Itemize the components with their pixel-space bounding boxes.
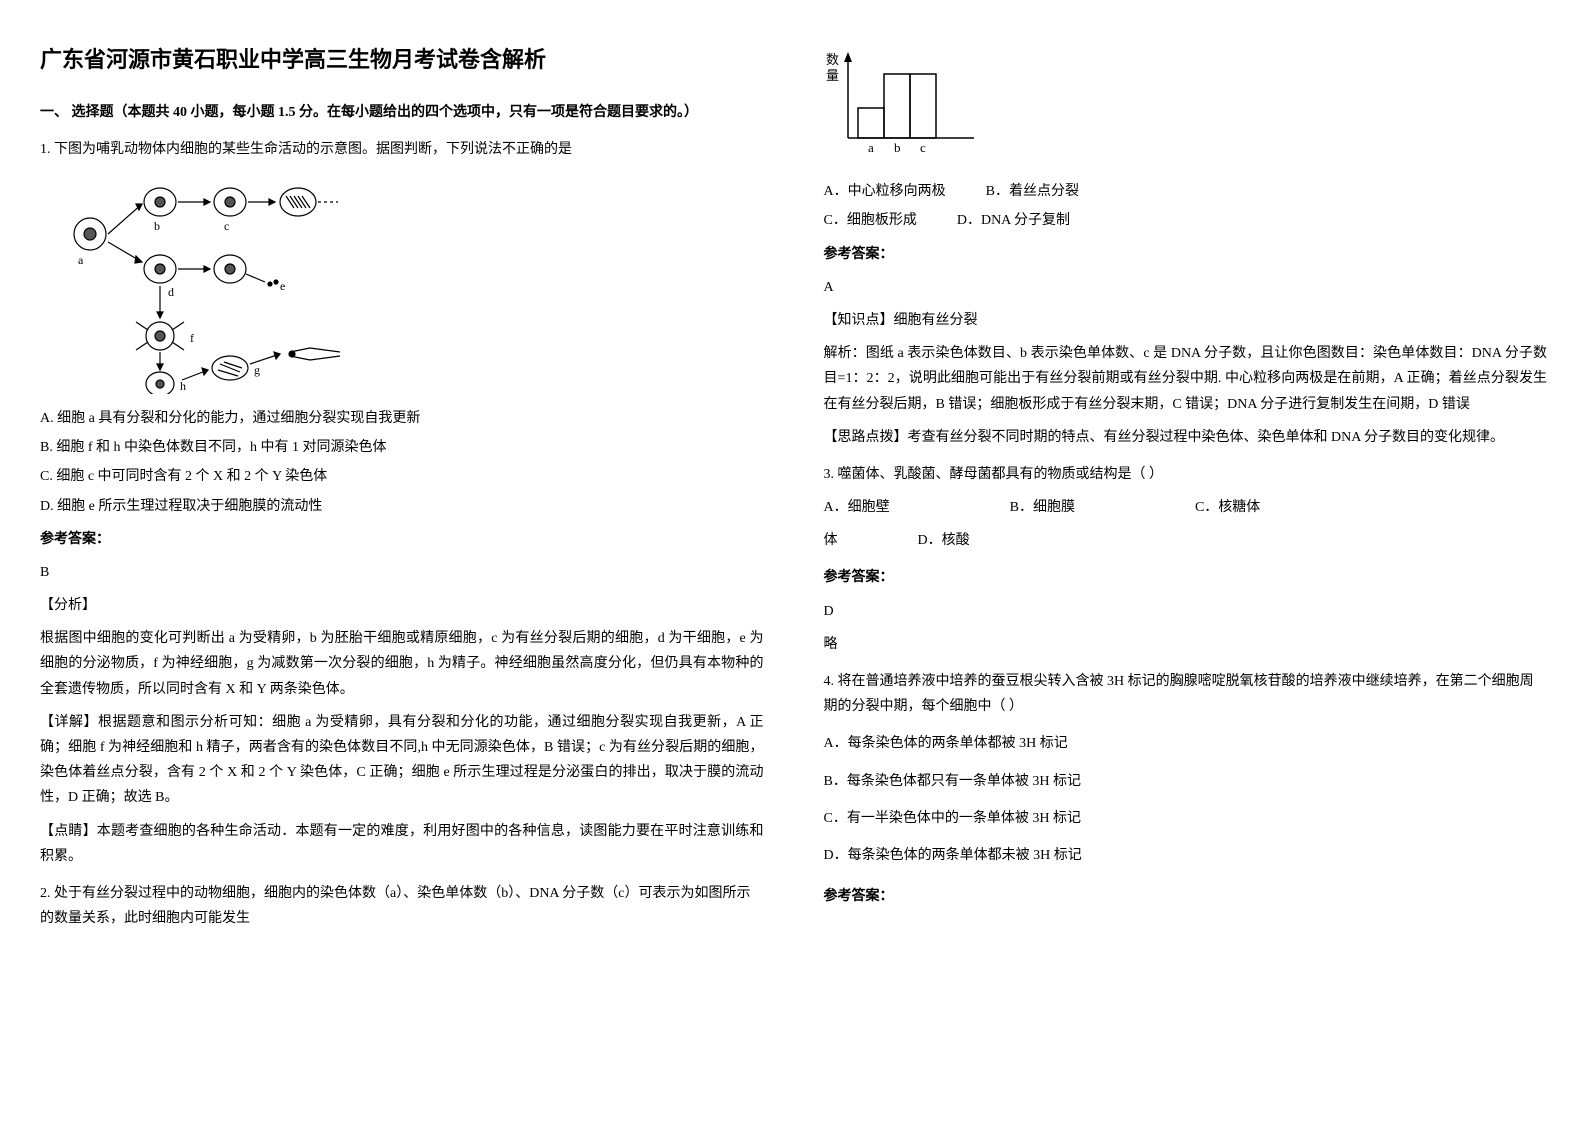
q3-option-a: A．细胞壁 <box>824 495 890 520</box>
cell-diagram-icon: a b c <box>60 174 360 394</box>
left-column: 广东省河源市黄石职业中学高三生物月考试卷含解析 一、 选择题（本题共 40 小题… <box>40 40 764 939</box>
q2-tips: 【思路点拨】考查有丝分裂不同时期的特点、有丝分裂过程中染色体、染色单体和 DNA… <box>824 425 1548 450</box>
q1-analysis: 根据图中细胞的变化可判断出 a 为受精卵，b 为胚胎干细胞或精原细胞，c 为有丝… <box>40 626 764 702</box>
chart-x-b: b <box>894 140 901 155</box>
q3-answer-label: 参考答案： <box>824 565 1548 590</box>
q3-stem: 3. 噬菌体、乳酸菌、酵母菌都具有的物质或结构是（ ） <box>824 462 1548 487</box>
q4-stem: 4. 将在普通培养液中培养的蚕豆根尖转入含被 3H 标记的胸腺嘧啶脱氧核苷酸的培… <box>824 669 1548 719</box>
section-header: 一、 选择题（本题共 40 小题，每小题 1.5 分。在每小题给出的四个选项中，… <box>40 100 764 125</box>
q1-comment: 【点睛】本题考查细胞的各种生命活动．本题有一定的难度，利用好图中的各种信息，读图… <box>40 819 764 869</box>
q3-option-b: B．细胞膜 <box>1010 495 1075 520</box>
q2-option-c: C．细胞板形成 <box>824 208 917 233</box>
svg-text:e: e <box>280 279 285 293</box>
q4-option-a: A．每条染色体的两条单体都被 3H 标记 <box>824 731 1548 756</box>
q4-option-c: C．有一半染色体中的一条单体被 3H 标记 <box>824 806 1548 831</box>
q3-option-d: D．核酸 <box>918 528 970 553</box>
q3-options-row-2: 体 D．核酸 <box>824 528 1548 557</box>
svg-text:g: g <box>254 363 260 377</box>
svg-text:b: b <box>154 219 160 233</box>
q2-knowledge-label: 【知识点】细胞有丝分裂 <box>824 308 1548 333</box>
svg-text:d: d <box>168 285 174 299</box>
q2-stem: 2. 处于有丝分裂过程中的动物细胞，细胞内的染色体数（a）、染色单体数（b）、D… <box>40 881 764 931</box>
q2-options-row-2: C．细胞板形成 D．DNA 分子复制 <box>824 208 1548 233</box>
q2-answer-label: 参考答案： <box>824 242 1548 267</box>
q2-chart: 数 量 a b c <box>824 48 1548 167</box>
page-container: 广东省河源市黄石职业中学高三生物月考试卷含解析 一、 选择题（本题共 40 小题… <box>40 40 1547 939</box>
q1-option-d: D. 细胞 e 所示生理过程取决于细胞膜的流动性 <box>40 494 764 519</box>
q4-option-d: D．每条染色体的两条单体都未被 3H 标记 <box>824 843 1548 868</box>
q3-brief: 略 <box>824 632 1548 657</box>
q3-answer: D <box>824 599 1548 624</box>
chart-y-label-1: 数 <box>826 52 839 67</box>
q2-option-a: A．中心粒移向两极 <box>824 179 946 204</box>
q2-analysis: 解析：图纸 a 表示染色体数目、b 表示染色单体数、c 是 DNA 分子数，且让… <box>824 341 1548 417</box>
q1-stem: 1. 下图为哺乳动物体内细胞的某些生命活动的示意图。据图判断，下列说法不正确的是 <box>40 137 764 162</box>
q2-option-b: B．着丝点分裂 <box>986 179 1079 204</box>
svg-text:c: c <box>224 219 229 233</box>
q1-option-c: C. 细胞 c 中可同时含有 2 个 X 和 2 个 Y 染色体 <box>40 464 764 489</box>
q1-detail: 【详解】根据题意和图示分析可知：细胞 a 为受精卵，具有分裂和分化的功能，通过细… <box>40 710 764 811</box>
q1-analysis-label: 【分析】 <box>40 593 764 618</box>
chart-x-a: a <box>868 140 874 155</box>
q1-answer-label: 参考答案： <box>40 527 764 552</box>
q4-option-b: B．每条染色体都只有一条单体被 3H 标记 <box>824 769 1548 794</box>
q2-answer: A <box>824 275 1548 300</box>
q4-answer-label: 参考答案： <box>824 884 1548 909</box>
svg-text:a: a <box>78 253 84 267</box>
chart-y-label-2: 量 <box>826 68 839 83</box>
q1-answer: B <box>40 560 764 585</box>
right-column: 数 量 a b c A．中心粒移向两极 B．着丝点分裂 C．细胞板形成 D．DN… <box>824 40 1548 939</box>
q2-option-d: D．DNA 分子复制 <box>957 208 1070 233</box>
q3-option-c-cont: 体 <box>824 528 838 553</box>
q3-options-row-1: A．细胞壁 B．细胞膜 C．核糖体 <box>824 495 1548 524</box>
q1-option-b: B. 细胞 f 和 h 中染色体数目不同，h 中有 1 对同源染色体 <box>40 435 764 460</box>
q1-option-a: A. 细胞 a 具有分裂和分化的能力，通过细胞分裂实现自我更新 <box>40 406 764 431</box>
q1-figure: a b c <box>40 174 764 394</box>
svg-text:f: f <box>190 331 194 345</box>
q3-option-c: C．核糖体 <box>1195 495 1260 520</box>
chart-x-c: c <box>920 140 926 155</box>
document-title: 广东省河源市黄石职业中学高三生物月考试卷含解析 <box>40 40 764 80</box>
bar-chart-icon: 数 量 a b c <box>824 48 994 158</box>
svg-text:h: h <box>180 379 186 393</box>
q2-options-row-1: A．中心粒移向两极 B．着丝点分裂 <box>824 179 1548 204</box>
